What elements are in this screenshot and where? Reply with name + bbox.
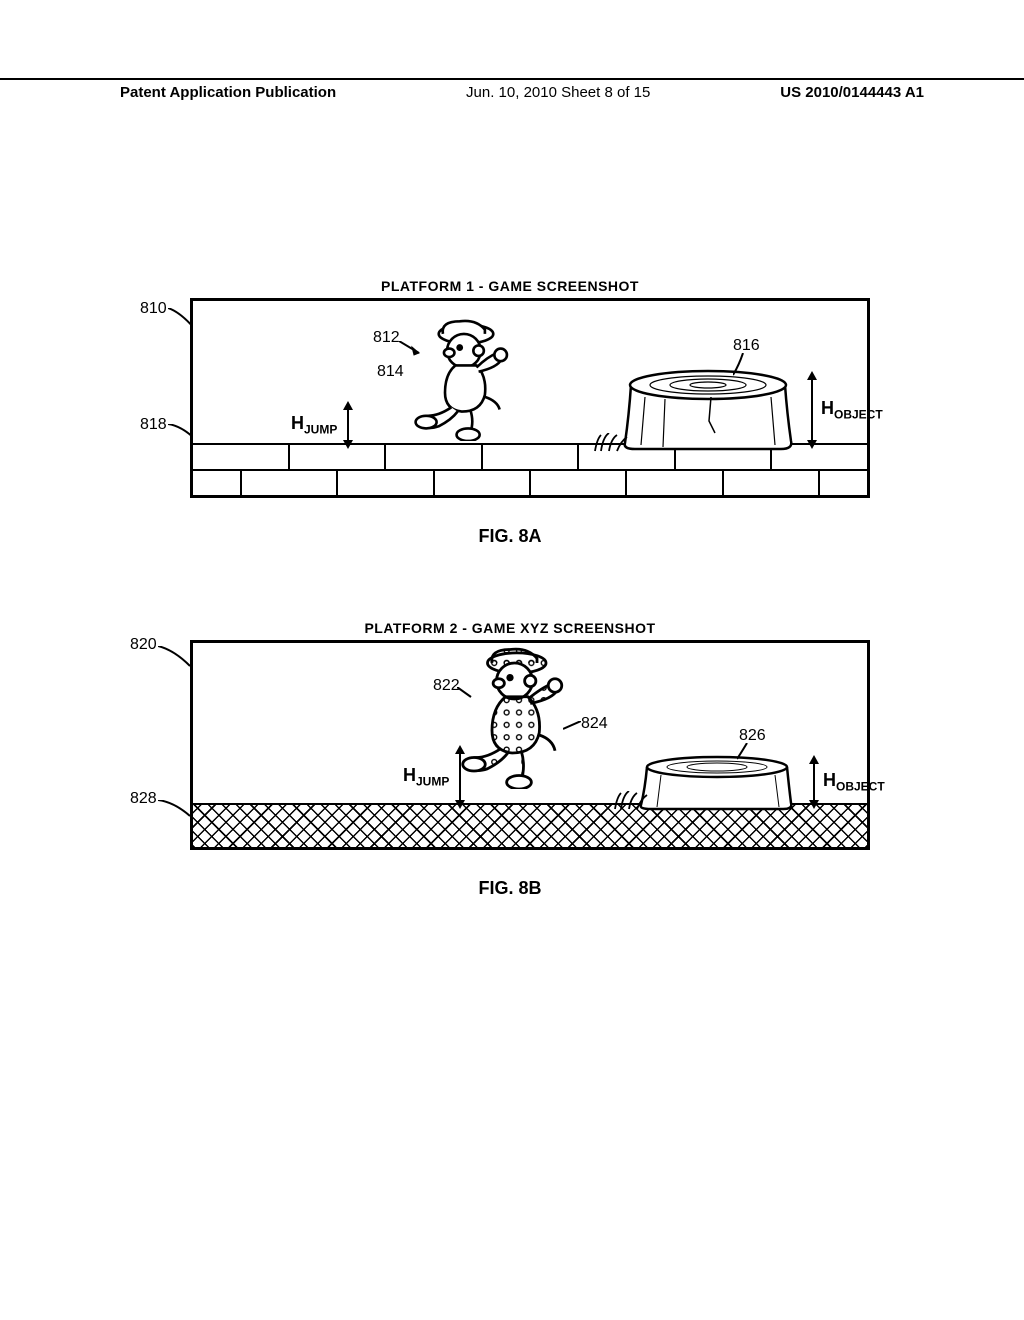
hobject-label-8a: HOBJECT [821,398,883,422]
figure-8b-caption: FIG. 8B [130,878,890,899]
character-8b [451,645,587,789]
grass-tuft-8b [611,791,651,811]
ref-822: 822 [433,677,460,695]
hobject-dim-8a: HOBJECT [805,371,887,449]
lead-822 [457,687,473,699]
hjump-label-8a: HJUMP [291,413,337,437]
ref-810: 810 [140,300,167,318]
ref-824: 824 [581,715,608,733]
figure-8a-title: PLATFORM 1 - GAME SCREENSHOT [130,278,890,294]
ref-828: 828 [130,790,157,808]
header-mid: Jun. 10, 2010 Sheet 8 of 15 [466,84,650,101]
hjump-dim-8a: HJUMP [287,401,355,449]
lead-824 [563,721,581,731]
lead-816 [733,353,753,377]
hobject-dim-8b: HOBJECT [807,755,889,809]
ref-812: 812 [373,329,400,347]
header-right: US 2010/0144443 A1 [780,84,924,101]
hjump-label-8b: HJUMP [403,765,449,789]
panel-8b: HJUMP [190,640,870,850]
figure-8b: PLATFORM 2 - GAME XYZ SCREENSHOT 820 828… [130,620,890,899]
ref-820: 820 [130,636,157,654]
figure-8b-title: PLATFORM 2 - GAME XYZ SCREENSHOT [130,620,890,636]
stump-8b [631,753,803,811]
lead-826 [737,743,753,761]
figure-8a: PLATFORM 1 - GAME SCREENSHOT 810 818 HJU… [130,278,890,547]
figure-8a-caption: FIG. 8A [130,526,890,547]
lead-828 [158,800,194,820]
ref-814: 814 [377,363,404,381]
lead-812 [399,341,423,357]
character-8a [403,315,529,441]
panel-8a: HJUMP [190,298,870,498]
grass-tuft-8a [591,433,631,453]
hobject-label-8b: HOBJECT [823,770,885,794]
stump-8a [611,365,805,451]
header-left: Patent Application Publication [120,84,336,101]
page-header: Patent Application Publication Jun. 10, … [0,78,1024,101]
lead-820 [158,646,194,670]
ref-818: 818 [140,416,167,434]
